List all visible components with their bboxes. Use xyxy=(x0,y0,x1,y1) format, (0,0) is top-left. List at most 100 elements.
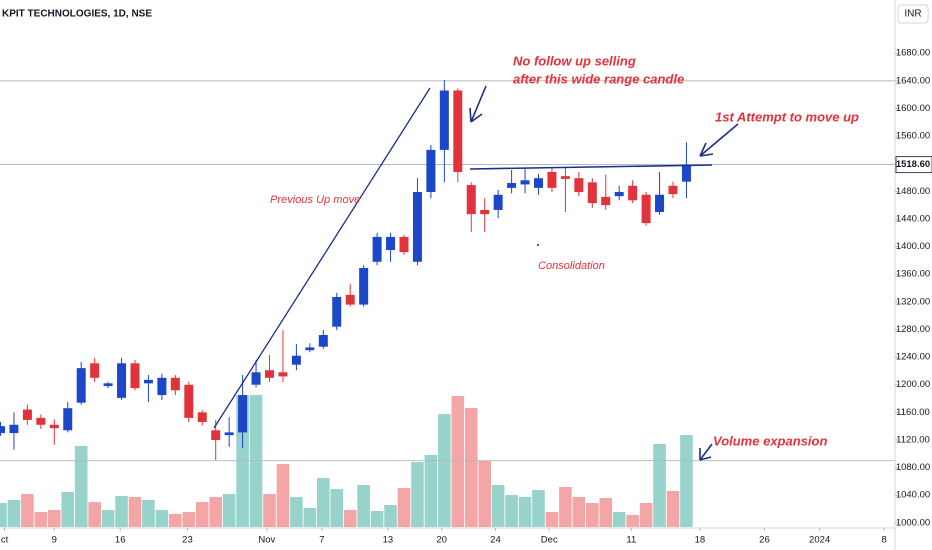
y-tick-label: 1560.00 xyxy=(896,131,930,142)
candle-body xyxy=(681,164,691,182)
resistance-line xyxy=(469,164,713,170)
candle-body xyxy=(278,372,288,377)
volume-bar xyxy=(518,497,532,527)
candle-body xyxy=(251,372,261,385)
volume-bar xyxy=(0,503,7,527)
volume-bar xyxy=(303,508,317,527)
volume-bar xyxy=(384,505,397,527)
volume-bar xyxy=(559,487,572,527)
y-tick-label: 1600.00 xyxy=(896,103,930,114)
volume-bar xyxy=(532,490,545,527)
y-tick-label: 1640.00 xyxy=(896,75,930,86)
x-tick-label: Nov xyxy=(258,535,275,546)
volume-bar xyxy=(74,446,88,527)
x-tick-label: 26 xyxy=(759,535,770,546)
candle-body xyxy=(238,395,248,433)
arrow xyxy=(699,123,739,157)
volume-bar xyxy=(586,503,599,527)
y-tick-label: 1440.00 xyxy=(896,213,930,224)
y-tick-label: 1120.00 xyxy=(896,434,930,445)
candle-body xyxy=(332,296,342,327)
y-tick-label: 1040.00 xyxy=(896,490,930,501)
volume-bar xyxy=(101,510,115,527)
volume-bar xyxy=(666,491,680,527)
x-tick-label: 16 xyxy=(115,535,126,546)
candle-body xyxy=(359,267,369,305)
candle-body xyxy=(63,408,73,431)
y-tick-label: 1320.00 xyxy=(896,296,930,307)
candle-body xyxy=(655,194,665,213)
volume-bar xyxy=(612,512,626,527)
y-tick-label: 1240.00 xyxy=(896,352,930,363)
volume-bar xyxy=(491,485,505,527)
candle-body xyxy=(641,194,651,224)
candle-body xyxy=(520,180,530,185)
candle-body xyxy=(547,171,557,188)
candle-body xyxy=(493,194,503,210)
x-tick-label: ct xyxy=(1,535,9,546)
x-tick-label: Dec xyxy=(541,535,558,546)
y-tick-label: 1480.00 xyxy=(896,186,930,197)
y-tick-label: 1000.00 xyxy=(896,517,930,528)
x-tick-label: 20 xyxy=(436,535,447,546)
y-tick-label: 1160.00 xyxy=(896,407,930,418)
candle-body xyxy=(49,424,59,429)
y-tick-label: 1400.00 xyxy=(896,241,930,252)
volume-bar xyxy=(195,502,209,527)
candle-body xyxy=(601,196,611,206)
volume-bar xyxy=(115,496,128,527)
annotation: Previous Up move xyxy=(270,194,360,206)
candle-body xyxy=(211,430,221,440)
arrow xyxy=(469,85,487,123)
volume-bar xyxy=(572,497,586,527)
candle-body xyxy=(439,90,449,150)
volume-bar xyxy=(155,510,169,527)
volume-bar xyxy=(276,464,290,527)
candle-body xyxy=(36,417,46,425)
candle-body xyxy=(9,424,19,434)
candle-body xyxy=(507,183,517,188)
volume-pane xyxy=(0,395,693,527)
volume-bar xyxy=(545,512,559,527)
x-tick-label: 23 xyxy=(182,535,193,546)
volume-bar xyxy=(317,478,330,527)
candle-body xyxy=(0,426,5,434)
volume-bar xyxy=(61,492,75,527)
arrow xyxy=(699,443,713,461)
annotation: No follow up selling xyxy=(513,53,636,68)
dot xyxy=(537,244,539,246)
x-tick-label: 9 xyxy=(52,535,57,546)
y-tick-label: 1280.00 xyxy=(896,324,930,335)
candle-body xyxy=(318,334,328,347)
volume-bar xyxy=(7,500,21,527)
candle-body xyxy=(265,370,274,378)
volume-bar xyxy=(357,485,370,527)
volume-bar xyxy=(88,502,101,527)
volume-bar xyxy=(169,514,182,527)
candle-body xyxy=(157,377,167,396)
volume-bar xyxy=(626,515,639,527)
candle-body xyxy=(305,347,315,351)
candle-body xyxy=(22,409,32,420)
volume-bar xyxy=(222,494,236,527)
volume-bar xyxy=(680,435,693,527)
candle-body xyxy=(534,178,543,188)
volume-bar xyxy=(370,511,384,527)
candle-body xyxy=(103,383,113,387)
last-price-label: 1518.60 xyxy=(896,159,930,170)
candle-body xyxy=(184,384,194,418)
x-tick-label: 11 xyxy=(626,535,636,546)
volume-bar xyxy=(343,510,357,527)
last-price-box xyxy=(895,156,932,174)
y-tick-label: 1680.00 xyxy=(896,48,930,59)
x-tick-label: 2024 xyxy=(809,535,830,546)
x-tick-label: 13 xyxy=(383,535,394,546)
candle-body xyxy=(628,185,638,201)
x-tick-label: 18 xyxy=(695,535,706,546)
candle-body xyxy=(386,236,396,251)
candle-body xyxy=(466,185,476,215)
volume-bar xyxy=(34,512,48,527)
volume-bar xyxy=(653,444,666,527)
x-tick-label: 8 xyxy=(882,535,887,546)
price-pane xyxy=(0,80,895,462)
